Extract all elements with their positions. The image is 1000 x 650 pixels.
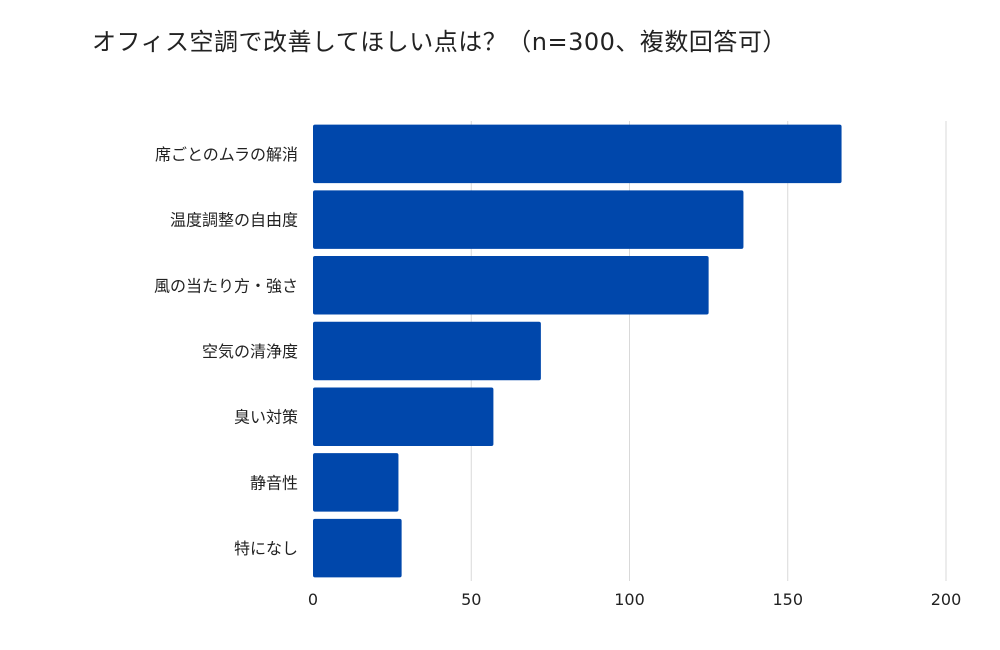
- category-label: 特になし: [234, 539, 298, 558]
- bar: [313, 453, 399, 512]
- category-label: 臭い対策: [234, 408, 298, 427]
- x-tick-label: 0: [308, 590, 318, 609]
- x-axis-tick-labels: 0 50 100 150 200: [308, 590, 961, 609]
- x-tick-label: 150: [772, 590, 803, 609]
- bar: [313, 321, 541, 381]
- grid-lines: [470, 121, 947, 581]
- bar: [313, 256, 709, 315]
- category-label: 静音性: [250, 473, 298, 492]
- x-tick-label: 50: [461, 590, 481, 609]
- bar: [313, 190, 744, 249]
- bar: [313, 387, 494, 446]
- bar: [313, 518, 402, 578]
- category-label: 空気の清浄度: [202, 342, 298, 361]
- bar: [313, 124, 842, 184]
- category-label: 席ごとのムラの解消: [155, 145, 298, 164]
- chart-title: オフィス空調で改善してほしい点は？（n=300、複数回答可）: [92, 28, 787, 56]
- category-label: 風の当たり方・強さ: [154, 276, 298, 295]
- x-tick-label: 100: [614, 590, 645, 609]
- bars: [313, 124, 842, 578]
- category-labels: 席ごとのムラの解消温度調整の自由度風の当たり方・強さ空気の清浄度臭い対策静音性特…: [154, 145, 298, 558]
- category-label: 温度調整の自由度: [170, 211, 298, 230]
- x-tick-label: 200: [931, 590, 962, 609]
